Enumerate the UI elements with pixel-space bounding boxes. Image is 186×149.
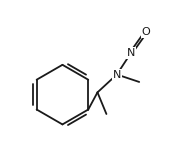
- Text: N: N: [113, 69, 121, 80]
- Text: N: N: [127, 48, 135, 58]
- Text: O: O: [142, 27, 150, 37]
